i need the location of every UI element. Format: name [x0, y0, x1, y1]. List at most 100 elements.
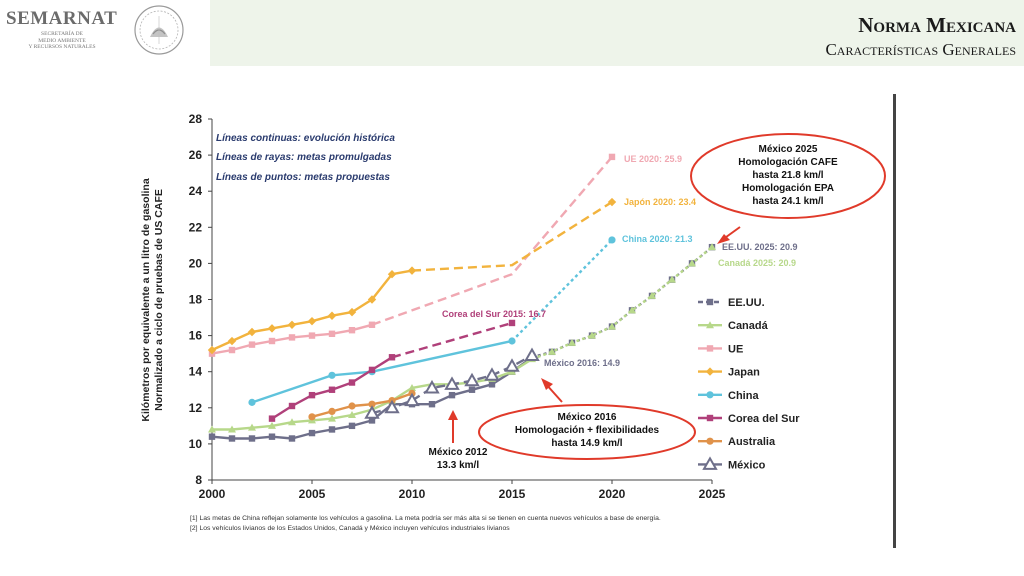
series-0-point: [428, 400, 436, 408]
series-1-point: [268, 421, 276, 429]
callout-mexico-2016: México 2016 Homologación + flexibilidade…: [478, 378, 696, 460]
series-5-point: [348, 379, 356, 386]
series-5-enacted-line: [391, 321, 513, 359]
end-label-canada: Canadá 2025: 20.9: [718, 258, 796, 268]
end-label-corea: Corea del Sur 2015: 16.7: [442, 309, 546, 319]
y-tick-label: 22: [189, 220, 203, 234]
x-tick-label: 2000: [199, 487, 226, 501]
series-2-point: [268, 337, 276, 345]
series-3-point: [607, 197, 617, 207]
vertical-divider: [893, 94, 896, 548]
legend-item: UE: [698, 343, 743, 355]
series-4-hist-line: [251, 339, 513, 404]
series-2-point: [368, 321, 376, 328]
chart-axes: 8 10 12 14 16 18 20 22 24 26 28 2000 2005 2010 2015 202…: [189, 112, 726, 501]
series-1-point: [668, 275, 676, 283]
series-1-point: [688, 259, 696, 267]
series-3-point: [227, 336, 237, 346]
series-1-point: [628, 306, 636, 314]
legend-marker: [706, 437, 714, 445]
series-5-point: [268, 415, 276, 422]
legend-item: China: [698, 390, 759, 402]
arrow-2016-head: [541, 378, 553, 390]
legend-label: Canadá: [728, 320, 769, 332]
series-0-point: [268, 433, 276, 440]
series-6-point: [348, 402, 356, 410]
series-3-point: [387, 270, 397, 279]
callout-2012-line2: 13.3 km/l: [437, 460, 479, 471]
series-7-point: [364, 405, 380, 419]
series-1-point: [328, 414, 336, 422]
series-5: [268, 319, 516, 422]
arrow-2012-head: [448, 410, 458, 420]
legend-item: EE.UU.: [698, 297, 765, 309]
series-7: [364, 347, 540, 419]
legend-label: UE: [728, 343, 743, 355]
y-axis-title: Kilómetros por equivalente a un litro de…: [140, 178, 165, 421]
logo-subtext: SECRETARÍA DE MEDIO AMBIENTE Y RECURSOS …: [28, 31, 96, 50]
legend-marker: [702, 456, 718, 470]
series-3-point: [287, 320, 297, 329]
series-7-point: [524, 347, 540, 361]
legend-marker: [706, 414, 714, 422]
legend-marker: [706, 321, 714, 329]
series-1-point: [208, 425, 216, 433]
callout-2025-line2: Homologación CAFE: [738, 157, 838, 168]
y-tick-label: 12: [189, 401, 203, 415]
series-1-point: [248, 423, 256, 431]
series-2-point: [288, 334, 296, 341]
legend-label: Corea del Sur: [728, 413, 800, 425]
legend-label: México: [728, 459, 766, 471]
series-0-point: [328, 426, 336, 433]
series-2-point: [308, 332, 316, 339]
series-6-point: [308, 413, 316, 421]
y-axis-label-line1: Kilómetros por equivalente a un litro de…: [140, 178, 152, 421]
series-1-point: [548, 347, 556, 355]
arrow-2025-head: [717, 234, 730, 244]
series-1-point: [408, 383, 416, 391]
legend-label: Australia: [728, 436, 776, 448]
series-5-point: [388, 354, 396, 361]
page-subtitle: Características Generales: [825, 40, 1016, 59]
series-7-point: [444, 376, 460, 390]
series-1-point: [228, 425, 236, 433]
x-tick-label: 2015: [499, 487, 526, 501]
series-3-point: [247, 327, 257, 337]
y-axis-label-line2: Normalizado a ciclo de pruebas de US CAF…: [153, 189, 165, 411]
national-seal-icon: [134, 5, 184, 55]
series-2-enacted-line: [371, 156, 613, 326]
series-0-proposed-line: [531, 246, 713, 359]
series-7-point: [504, 358, 520, 372]
series-1-point: [648, 291, 656, 299]
callout-2025-line1: México 2025: [759, 144, 818, 155]
y-tick-label: 18: [189, 293, 203, 307]
series-1-point: [708, 243, 716, 251]
y-tick-label: 26: [189, 148, 203, 162]
series-5-point: [368, 366, 376, 374]
legend-label: China: [728, 390, 759, 402]
header-band: [210, 0, 1024, 66]
semarnat-logo: SEMARNAT SECRETARÍA DE MEDIO AMBIENTE Y …: [6, 8, 118, 51]
series-1-point: [608, 322, 616, 330]
series-2-point: [228, 346, 236, 354]
end-label-ue: UE 2020: 25.9: [624, 154, 682, 164]
y-tick-label: 24: [189, 184, 203, 198]
legend-item: México: [698, 456, 766, 471]
note-dotted: Líneas de puntos: metas propuestas: [216, 172, 390, 183]
series-0-point: [448, 391, 456, 399]
series-7-point: [484, 367, 500, 381]
callout-2016-line3: hasta 14.9 km/l: [551, 438, 622, 449]
legend-item: Corea del Sur: [698, 413, 800, 425]
legend-marker: [706, 391, 714, 399]
end-labels: UE 2020: 25.9 Japón 2020: 23.4 China 202…: [442, 154, 798, 368]
legend-item: Japan: [698, 367, 760, 379]
legend-marker: [705, 367, 715, 376]
series-1-point: [348, 411, 356, 419]
y-tick-label: 20: [189, 256, 203, 270]
series-1-point: [588, 331, 596, 339]
y-tick-label: 14: [189, 365, 203, 379]
page-title: Norma Mexicana: [858, 13, 1016, 37]
logo-text: SEMARNAT: [6, 8, 118, 29]
series-0-point: [368, 417, 376, 424]
